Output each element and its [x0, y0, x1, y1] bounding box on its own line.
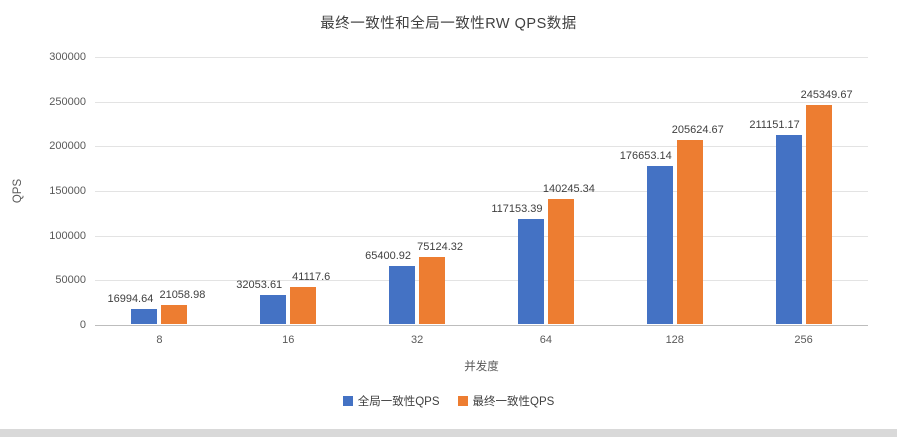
bar-value-label: 32053.61 [236, 279, 283, 292]
x-category-label: 64 [539, 334, 553, 346]
y-tick-label: 50000 [55, 274, 86, 287]
bar-series0-32 [389, 265, 416, 324]
x-axis-line [95, 325, 868, 326]
bar-series1-256 [805, 104, 832, 324]
bar-series1-64 [547, 198, 574, 324]
y-tick-label: 100000 [49, 229, 86, 242]
gridline [95, 191, 868, 192]
bar-value-label: 117153.39 [491, 203, 543, 216]
bar-value-label: 176653.14 [619, 150, 672, 163]
legend-item-series1: 最终一致性QPS [457, 393, 555, 409]
bar-series0-16 [260, 295, 287, 324]
bar-value-label: 75124.32 [417, 240, 464, 253]
legend-swatch-icon [342, 396, 353, 406]
gridline [95, 235, 868, 237]
x-category-label: 32 [410, 334, 424, 346]
legend-swatch-icon [457, 396, 468, 406]
chart-title: 最终一致性和全局一致性RW QPS数据 [320, 16, 577, 32]
x-category-label: 128 [665, 334, 684, 346]
gridline [95, 101, 868, 103]
bar-series0-128 [646, 166, 673, 324]
bar-series0-8 [131, 308, 158, 324]
y-tick-label: 200000 [49, 140, 86, 153]
y-tick-label: 300000 [49, 51, 86, 63]
legend: 全局一致性QPS 最终一致性QPS [0, 393, 897, 409]
bar-series1-128 [676, 140, 703, 324]
x-category-label: 8 [156, 334, 163, 346]
gridline [95, 146, 868, 148]
bar-value-label: 140245.34 [542, 182, 595, 195]
bar-value-label: 245349.67 [800, 88, 853, 101]
x-category-label: 16 [282, 334, 295, 346]
bar-value-label: 211151.17 [749, 119, 800, 132]
bar-series0-256 [775, 135, 802, 324]
legend-label: 最终一致性QPS [472, 396, 555, 408]
bar-value-label: 16994.64 [107, 292, 154, 305]
gridline [95, 280, 868, 282]
legend-item-series0: 全局一致性QPS [342, 393, 440, 409]
bar-value-label: 205624.67 [671, 124, 724, 137]
x-axis-title: 并发度 [464, 361, 499, 373]
y-tick-label: 250000 [49, 95, 86, 108]
gridline [95, 57, 868, 58]
bar-series1-32 [419, 256, 446, 324]
bar-value-label: 21058.98 [159, 289, 206, 302]
legend-label: 全局一致性QPS [357, 396, 440, 408]
x-category-label: 256 [794, 334, 813, 346]
y-tick-label: 150000 [49, 185, 86, 197]
bar-value-label: 65400.92 [365, 249, 412, 262]
y-tick-label: 0 [79, 319, 86, 331]
bar-series1-8 [161, 305, 188, 324]
plot-area: 16994.64 21058.98 32053.61 41117.6 65400.92 7… [95, 57, 868, 326]
y-axis-title: QPS [12, 178, 24, 204]
bar-series0-64 [517, 219, 544, 324]
page-bottom-strip [0, 429, 897, 437]
bar-value-label: 41117.6 [292, 271, 331, 284]
bar-series1-16 [290, 287, 317, 324]
